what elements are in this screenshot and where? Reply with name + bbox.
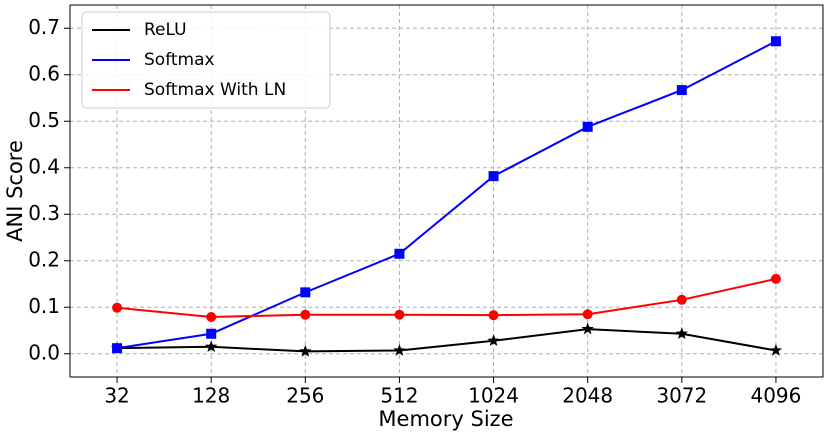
marker bbox=[770, 36, 781, 47]
series-line bbox=[116, 40, 777, 350]
marker bbox=[112, 302, 123, 313]
x-tick-label: 1024 bbox=[468, 384, 519, 408]
y-tick-label: 0.7 bbox=[28, 15, 60, 39]
x-axis-label: Memory Size bbox=[378, 407, 513, 431]
marker bbox=[582, 309, 593, 320]
y-tick-label: 0.2 bbox=[28, 247, 60, 271]
marker bbox=[393, 344, 406, 356]
x-tick-label: 32 bbox=[104, 384, 129, 408]
marker bbox=[112, 343, 123, 354]
marker bbox=[582, 121, 593, 132]
legend-label: Softmax bbox=[144, 50, 215, 70]
marker bbox=[488, 310, 499, 321]
y-tick-label: 0.0 bbox=[28, 340, 60, 364]
marker bbox=[300, 309, 311, 320]
legend-label: ReLU bbox=[144, 20, 187, 40]
marker bbox=[206, 312, 217, 323]
y-tick-label: 0.5 bbox=[28, 108, 60, 132]
x-tick-label: 128 bbox=[192, 384, 230, 408]
legend-box bbox=[81, 11, 331, 109]
x-tick-label: 512 bbox=[380, 384, 418, 408]
marker bbox=[488, 171, 499, 182]
x-tick-label: 2048 bbox=[562, 384, 613, 408]
plot-frame bbox=[69, 4, 824, 378]
x-tick-label: 4096 bbox=[750, 384, 801, 408]
y-axis-label: ANI Score bbox=[3, 140, 27, 242]
marker bbox=[300, 287, 311, 298]
y-tick-label: 0.6 bbox=[28, 61, 60, 85]
marker bbox=[487, 334, 500, 346]
marker bbox=[206, 328, 217, 339]
marker bbox=[205, 340, 218, 352]
legend-label: Softmax With LN bbox=[144, 80, 286, 100]
series-line bbox=[117, 328, 777, 353]
marker bbox=[299, 344, 312, 357]
marker bbox=[675, 327, 688, 339]
marker bbox=[676, 85, 687, 96]
marker bbox=[769, 344, 783, 356]
y-tick-label: 0.3 bbox=[28, 201, 60, 225]
marker bbox=[676, 294, 687, 305]
x-tick-label: 3072 bbox=[656, 384, 707, 408]
marker bbox=[394, 248, 405, 259]
y-tick-label: 0.4 bbox=[28, 154, 60, 178]
series-line bbox=[116, 277, 777, 319]
marker bbox=[770, 273, 781, 284]
marker bbox=[394, 309, 405, 320]
marker bbox=[581, 322, 594, 335]
y-tick-label: 0.1 bbox=[28, 294, 60, 318]
x-tick-label: 256 bbox=[286, 384, 324, 408]
